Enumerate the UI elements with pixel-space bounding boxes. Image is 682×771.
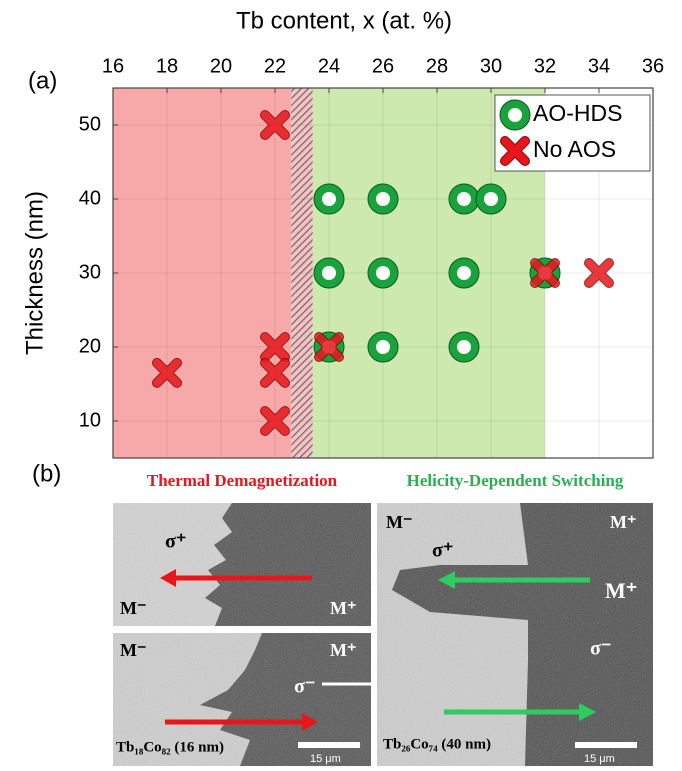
- label: σ⁺: [165, 531, 186, 553]
- x-tick-label: 30: [480, 55, 502, 77]
- micrograph: M⁻ M⁺ M⁺ σ⁺ σ⁻ Tb₂₆Co₇₄ (40 nm) 15 μm: [377, 503, 653, 766]
- x-tick-label: 16: [102, 55, 124, 77]
- cross-marker: [319, 337, 339, 357]
- label: M⁻: [120, 640, 147, 660]
- scale-label: 15 μm: [584, 753, 615, 765]
- y-axis-label: Thickness (nm): [21, 191, 48, 355]
- y-tick-label: 40: [79, 187, 101, 209]
- micrograph: M⁻ M⁺ σ⁻ Tb₁₈Co₈₂ (16 nm) 15 μm: [113, 633, 371, 766]
- ring: [372, 188, 394, 210]
- ring: [480, 188, 502, 210]
- x-tick-label: 22: [264, 55, 286, 77]
- figure: Tb content, x (at. %) (a) Thickness (nm)…: [0, 0, 682, 766]
- label: M⁺: [330, 598, 357, 618]
- ring: [372, 262, 394, 284]
- cross-marker: [505, 141, 525, 161]
- cross-marker: [265, 411, 285, 431]
- cross-marker: [157, 363, 177, 383]
- ring: [453, 336, 475, 358]
- ring-marker: [368, 332, 398, 362]
- ring-marker: [368, 184, 398, 214]
- ring-marker: [476, 184, 506, 214]
- y-tick-label: 50: [79, 113, 101, 135]
- x-tick-label: 24: [318, 55, 340, 77]
- legend-label: No AOS: [533, 136, 616, 162]
- label: M⁻: [120, 598, 147, 618]
- label: M⁺: [605, 578, 637, 603]
- cross-marker: [589, 263, 609, 283]
- ring-marker: [500, 100, 530, 130]
- x-tick-label: 28: [426, 55, 448, 77]
- label: M⁺: [610, 512, 637, 532]
- x-tick-label: 34: [588, 55, 610, 77]
- ring-marker: [449, 184, 479, 214]
- y-tick-label: 20: [79, 335, 101, 357]
- ring-marker: [368, 258, 398, 288]
- x-tick-label: 36: [642, 55, 664, 77]
- cross-marker: [265, 337, 285, 357]
- ring: [372, 336, 394, 358]
- cross-marker: [265, 115, 285, 135]
- y-tick-label: 10: [79, 409, 101, 431]
- x-tick-label: 20: [210, 55, 232, 77]
- ring-marker: [449, 332, 479, 362]
- micrograph: σ⁺ M⁻ M⁺: [113, 503, 371, 626]
- x-tick-label: 18: [156, 55, 178, 77]
- ring: [504, 104, 526, 126]
- ring-marker: [314, 258, 344, 288]
- cross-marker: [535, 263, 555, 283]
- panel-label: (b): [32, 460, 61, 487]
- label: σ⁻: [294, 676, 315, 698]
- caption: Helicity-Dependent Switching: [407, 471, 624, 490]
- x-tick-label: 26: [372, 55, 394, 77]
- scale-label: 15 μm: [310, 753, 341, 765]
- x-axis-label: Tb content, x (at. %): [236, 7, 452, 34]
- legend-label: AO-HDS: [533, 100, 622, 126]
- ring: [318, 262, 340, 284]
- label: σ⁺: [432, 540, 453, 562]
- y-tick-label: 30: [79, 261, 101, 283]
- plot-area: 16 18 20 22 24 26 28 30 32 34 36 10 20 30 40 50 AO-HDS No…: [79, 55, 664, 458]
- panel-label: (a): [28, 67, 57, 94]
- sample-label: Tb₂₆Co₇₄ (40 nm): [383, 736, 491, 752]
- ring: [318, 188, 340, 210]
- ring: [453, 188, 475, 210]
- label: M⁺: [330, 640, 357, 660]
- label: σ⁻: [590, 638, 611, 660]
- ring-marker: [449, 258, 479, 288]
- ring-marker: [314, 184, 344, 214]
- label: M⁻: [386, 512, 413, 532]
- caption: Thermal Demagnetization: [147, 471, 338, 490]
- ring: [453, 262, 475, 284]
- cross-marker: [265, 363, 285, 383]
- sample-label: Tb₁₈Co₈₂ (16 nm): [116, 739, 224, 755]
- x-tick-label: 32: [534, 55, 556, 77]
